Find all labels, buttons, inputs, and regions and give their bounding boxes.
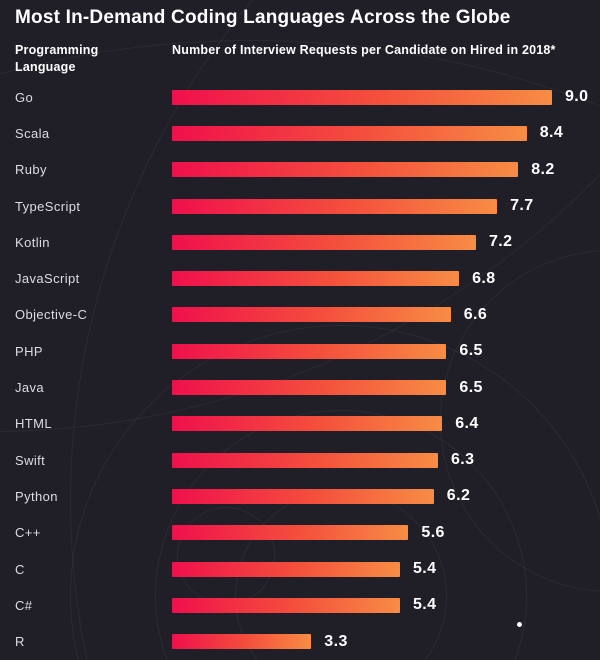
- value-label: 9.0: [565, 88, 589, 106]
- chart-row: PHP 6.5: [0, 333, 600, 369]
- bar: [172, 271, 460, 287]
- chart-row: Scala 8.4: [0, 115, 600, 151]
- bar: [172, 416, 443, 432]
- bar: [172, 234, 476, 250]
- row-label: Java: [15, 380, 45, 396]
- row-label: R: [15, 634, 25, 650]
- column-header-language: Programming Language: [15, 43, 99, 74]
- bar-chart: Go 9.0 Scala 8.4 Ruby 8.2 TypeScript 7.7 Kotlin 7…: [0, 79, 600, 660]
- row-label: TypeScript: [15, 198, 81, 214]
- bar: [172, 488, 434, 504]
- chart-row: Objective-C 6.6: [0, 297, 600, 333]
- chart-row: Go 9.0: [0, 79, 600, 115]
- value-label: 5.6: [421, 523, 445, 541]
- row-label: Python: [15, 488, 58, 504]
- bar: [172, 561, 400, 577]
- row-label: Swift: [15, 452, 46, 468]
- chart-row: C++ 5.6: [0, 515, 600, 551]
- chart-row: C# 5.4: [0, 587, 600, 623]
- bar: [172, 307, 451, 323]
- row-label: C++: [15, 525, 41, 541]
- value-label: 3.3: [324, 632, 348, 650]
- column-header-metric: Number of Interview Requests per Candida…: [172, 43, 556, 57]
- background-dot: [517, 622, 522, 627]
- chart-row: TypeScript 7.7: [0, 188, 600, 224]
- row-label: Kotlin: [15, 234, 50, 250]
- chart-row: Java 6.5: [0, 369, 600, 405]
- chart-row: Swift 6.3: [0, 442, 600, 478]
- value-label: 8.4: [539, 124, 564, 142]
- bar: [172, 343, 447, 359]
- column-headers: Programming Language Number of Interview…: [15, 42, 572, 75]
- value-label: 5.4: [413, 596, 437, 614]
- value-label: 6.8: [472, 269, 496, 287]
- value-label: 7.2: [489, 233, 513, 251]
- bar: [172, 525, 409, 541]
- row-label: Ruby: [15, 162, 47, 178]
- chart-row: JavaScript 6.8: [0, 260, 600, 296]
- page-title: Most In-Demand Coding Languages Across t…: [15, 7, 511, 28]
- bar: [172, 89, 552, 105]
- bar: [172, 597, 400, 613]
- row-label: C#: [15, 597, 33, 613]
- value-label: 6.5: [459, 378, 483, 396]
- chart-row: Python 6.2: [0, 478, 600, 514]
- chart-row: Ruby 8.2: [0, 152, 600, 188]
- chart-row: R 3.3: [0, 623, 600, 659]
- value-label: 6.4: [455, 414, 479, 432]
- bar: [172, 634, 312, 650]
- bar: [172, 452, 438, 468]
- bar: [172, 125, 527, 141]
- row-label: C: [15, 561, 25, 577]
- value-label: 7.7: [510, 197, 534, 215]
- value-label: 6.6: [463, 305, 488, 323]
- bar: [172, 162, 519, 178]
- row-label: HTML: [15, 416, 52, 432]
- row-label: Go: [15, 89, 34, 105]
- value-label: 8.2: [531, 160, 555, 178]
- row-label: JavaScript: [15, 271, 80, 287]
- bar: [172, 198, 498, 214]
- value-label: 6.3: [451, 451, 475, 469]
- chart-row: C 5.4: [0, 551, 600, 587]
- value-label: 6.5: [459, 342, 483, 360]
- chart-row: Kotlin 7.2: [0, 224, 600, 260]
- chart-row: HTML 6.4: [0, 406, 600, 442]
- bar: [172, 380, 447, 396]
- value-label: 5.4: [413, 560, 437, 577]
- row-label: PHP: [15, 343, 43, 359]
- value-label: 6.2: [446, 487, 471, 505]
- row-label: Objective-C: [15, 307, 88, 323]
- row-label: Scala: [15, 125, 50, 141]
